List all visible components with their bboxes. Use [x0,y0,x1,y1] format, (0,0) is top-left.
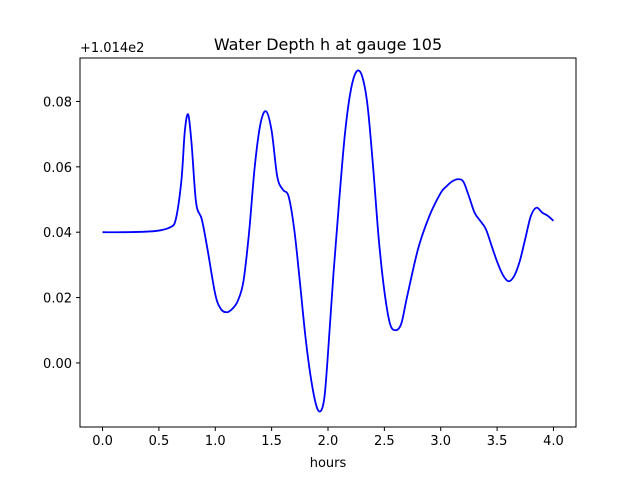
x-tick-label: 1.5 [261,434,282,449]
plot-area [80,58,576,427]
y-tick-label: 0.08 [43,95,72,110]
plot-frame [79,57,577,428]
y-tick-label: 0.02 [43,292,72,307]
chart-title: Water Depth h at gauge 105 [214,35,442,54]
x-tick-label: 0.0 [92,434,113,449]
x-tick-label: 1.0 [205,434,226,449]
x-tick-label: 3.0 [430,434,451,449]
x-tick-label: 4.0 [543,434,564,449]
axis-ticks: 0.0 0.5 1.0 1.5 2.0 2.5 3.0 3.5 4.0 0.00 0.02 0.04 0… [43,95,564,449]
y-tick-label: 0.06 [43,161,72,176]
x-tick-label: 3.5 [487,434,508,449]
series-line [102,69,555,413]
x-tick-label: 2.0 [318,434,339,449]
series-layer [102,69,555,413]
x-tick-label: 0.5 [149,434,170,449]
y-tick-label: 0.00 [43,357,72,372]
y-offset-label: +1.014e2 [80,41,144,56]
x-tick-label: 2.5 [374,434,395,449]
y-tick-label: 0.04 [43,226,72,241]
x-axis-label: hours [310,456,347,471]
